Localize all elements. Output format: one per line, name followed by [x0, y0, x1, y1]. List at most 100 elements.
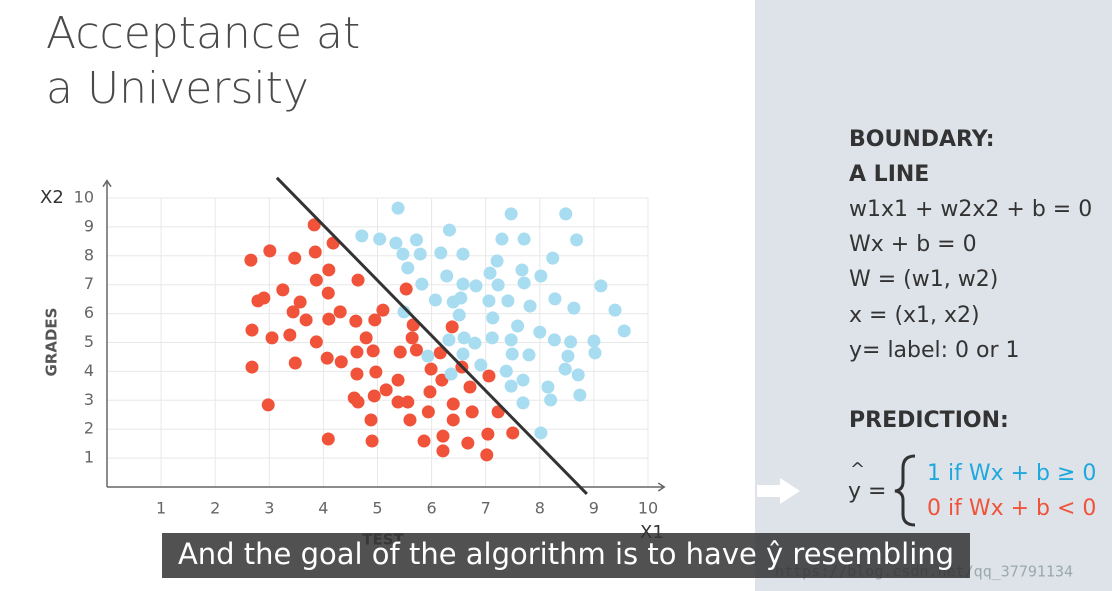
- y-tick-label: 4: [84, 361, 94, 380]
- point: [561, 349, 575, 363]
- point: [465, 405, 479, 419]
- point: [533, 325, 547, 339]
- y-tick-label: 9: [84, 216, 94, 235]
- point: [276, 283, 290, 297]
- point: [481, 427, 495, 441]
- point: [468, 336, 482, 350]
- panel-heading: BOUNDARY:: [849, 127, 995, 152]
- point: [350, 367, 364, 381]
- point: [293, 295, 307, 309]
- x-tick-label: 6: [427, 499, 437, 518]
- point: [571, 368, 585, 382]
- x-tick-label: 4: [318, 499, 328, 518]
- point: [368, 313, 382, 327]
- case: 0 if Wx + b < 0: [927, 496, 1096, 521]
- point: [544, 393, 558, 407]
- point: [517, 276, 531, 290]
- point: [355, 229, 369, 243]
- point: [463, 380, 477, 394]
- point: [413, 247, 427, 261]
- point: [445, 320, 459, 334]
- y-tick-label: 7: [84, 274, 94, 293]
- point: [351, 273, 365, 287]
- arrow: [757, 478, 800, 504]
- point: [567, 301, 581, 315]
- x-axis: [107, 482, 666, 492]
- x-tick-label: 1: [156, 499, 166, 518]
- point: [480, 448, 494, 462]
- point: [515, 263, 529, 277]
- point: [546, 251, 560, 265]
- panel-text: BOUNDARY: A LINE w1x1 + w2x2 + b = 0 Wx …: [848, 127, 1096, 527]
- point: [322, 312, 336, 326]
- point: [286, 305, 300, 319]
- point: [482, 294, 496, 308]
- plot-area: 1234567891012345678910X2X1TESTGRADES: [40, 176, 666, 549]
- point: [491, 278, 505, 292]
- point: [564, 335, 578, 349]
- equation: w1x1 + w2x2 + b = 0: [849, 197, 1092, 222]
- chart-title: Acceptance at a University: [46, 8, 361, 114]
- x-tick-label: 10: [638, 499, 658, 518]
- hat: ^: [850, 459, 865, 480]
- point: [309, 335, 323, 349]
- point: [516, 396, 530, 410]
- point: [457, 331, 471, 345]
- point: [364, 413, 378, 427]
- point: [456, 277, 470, 291]
- subtitle-box: [162, 533, 970, 578]
- y-tick-label: 1: [84, 448, 94, 467]
- point: [349, 314, 363, 328]
- point: [504, 207, 518, 221]
- point: [399, 282, 413, 296]
- point: [474, 358, 488, 372]
- point: [573, 388, 587, 402]
- point: [309, 273, 323, 287]
- point: [547, 333, 561, 347]
- point: [288, 356, 302, 370]
- point: [558, 362, 572, 376]
- point: [365, 434, 379, 448]
- point: [456, 347, 470, 361]
- equation: y= label: 0 or 1: [849, 338, 1020, 363]
- point: [424, 362, 438, 376]
- y-tick-label: 2: [84, 419, 94, 438]
- point: [391, 395, 405, 409]
- point: [401, 261, 415, 275]
- point: [534, 269, 548, 283]
- point: [499, 364, 513, 378]
- point: [409, 233, 423, 247]
- point: [391, 201, 405, 215]
- point: [505, 347, 519, 361]
- point: [522, 348, 536, 362]
- point: [321, 286, 335, 300]
- point: [548, 292, 562, 306]
- point: [517, 232, 531, 246]
- point: [436, 429, 450, 443]
- subtitle: And the goal of the algorithm is to have…: [178, 537, 954, 571]
- y-tick-label: 8: [84, 245, 94, 264]
- point: [321, 432, 335, 446]
- y-equals: y =: [848, 479, 886, 504]
- point: [389, 236, 403, 250]
- point: [440, 269, 454, 283]
- point: [401, 395, 415, 409]
- panel-heading: PREDICTION:: [849, 408, 1009, 433]
- x-tick-label: 7: [481, 499, 491, 518]
- point: [366, 344, 380, 358]
- point: [428, 293, 442, 307]
- x-tick-label: 2: [210, 499, 220, 518]
- point: [367, 389, 381, 403]
- equation: Wx + b = 0: [849, 232, 977, 257]
- point: [376, 303, 390, 317]
- point: [442, 223, 456, 237]
- y-axis-label: GRADES: [43, 308, 61, 377]
- point: [299, 313, 313, 327]
- point: [534, 426, 548, 440]
- point: [452, 308, 466, 322]
- point: [373, 232, 387, 246]
- point: [396, 247, 410, 261]
- point: [490, 254, 504, 268]
- point: [369, 365, 383, 379]
- point: [288, 251, 302, 265]
